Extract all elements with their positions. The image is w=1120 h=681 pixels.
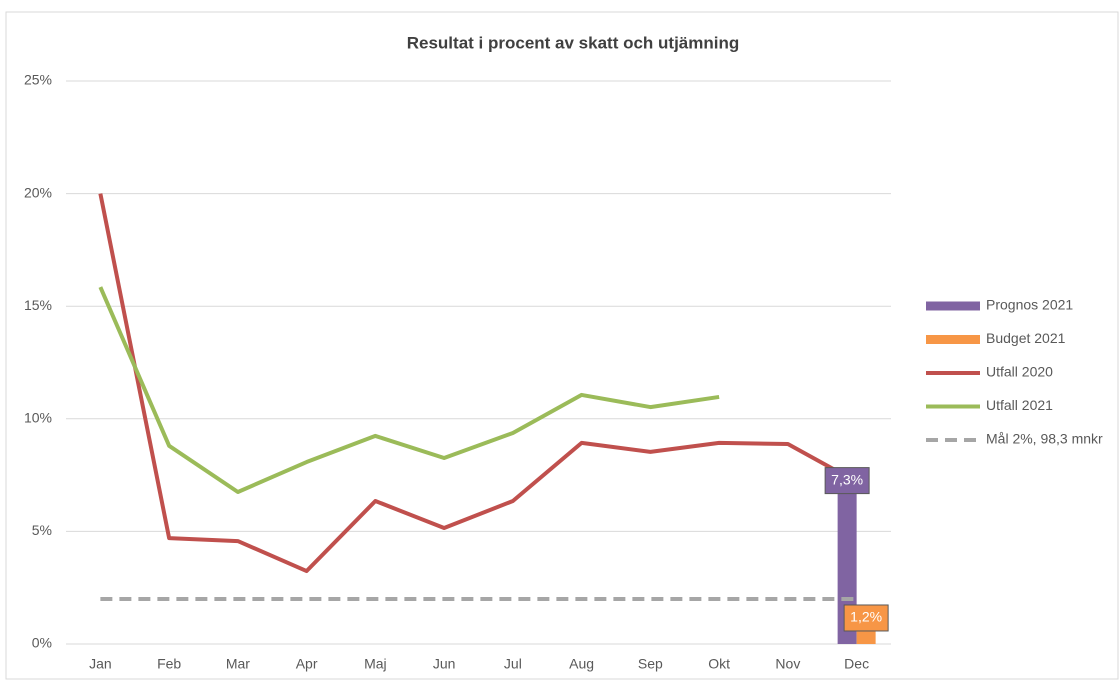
data-label: 7,3%: [831, 471, 863, 487]
line-series: [98, 286, 720, 494]
y-tick-label: 0%: [32, 635, 52, 651]
y-tick-label: 10%: [24, 410, 52, 426]
line-series: [98, 193, 858, 574]
x-tick-label: Aug: [569, 656, 594, 672]
x-tick-label: Sep: [638, 656, 663, 672]
x-tick-label: Okt: [708, 656, 730, 672]
chart-border: [5, 11, 1119, 680]
y-tick-label: 25%: [24, 72, 52, 88]
data-label: 1,2%: [850, 609, 882, 625]
x-tick-label: Feb: [157, 656, 181, 672]
y-tick-label: 5%: [32, 522, 52, 538]
y-tick-label: 15%: [24, 297, 52, 313]
x-tick-label: Mar: [226, 656, 250, 672]
chart-title: Resultat i procent av skatt och utjämnin…: [407, 33, 740, 52]
bar: [837, 479, 857, 644]
y-tick-label: 20%: [24, 184, 52, 200]
legend-label: Mål 2%, 98,3 mnkr: [986, 431, 1103, 447]
legend-label: Prognos 2021: [986, 297, 1073, 313]
legend-label: Utfall 2021: [986, 397, 1053, 413]
data-label-box: [843, 604, 889, 632]
legend-label: Budget 2021: [986, 330, 1066, 346]
x-tick-label: Maj: [364, 656, 387, 672]
x-tick-label: Jul: [504, 656, 522, 672]
x-tick-label: Jun: [433, 656, 456, 672]
x-tick-label: Dec: [844, 656, 869, 672]
x-tick-label: Jan: [89, 656, 112, 672]
legend-label: Utfall 2020: [986, 364, 1053, 380]
x-tick-label: Apr: [296, 656, 318, 672]
x-tick-label: Nov: [775, 656, 800, 672]
data-label-box: [824, 467, 870, 495]
